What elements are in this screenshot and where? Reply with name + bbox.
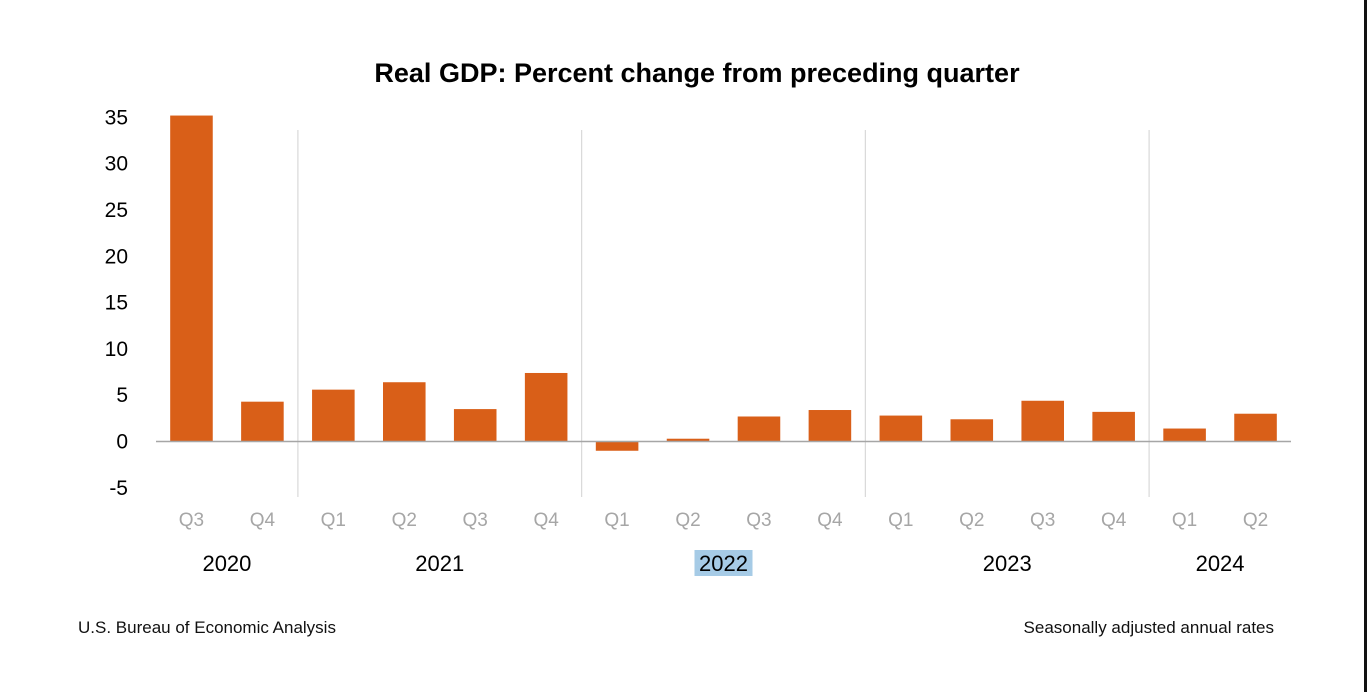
bar-2023-q4 [1092, 411, 1135, 442]
text-selection-highlight [694, 550, 753, 576]
chart-title: Real GDP: Percent change from preceding … [374, 58, 1020, 88]
quarter-label: Q2 [1243, 510, 1268, 531]
window-edge-border [1364, 0, 1367, 692]
y-tick-label: 35 [105, 106, 128, 129]
quarter-label: Q3 [1030, 510, 1055, 531]
year-label: 2021 [415, 551, 464, 576]
y-tick-label: 20 [105, 245, 128, 268]
bar-2020-q3 [170, 115, 213, 442]
quarter-label: Q3 [463, 510, 488, 531]
y-axis-ticks: 35 30 25 20 15 10 5 0 -5 [105, 106, 128, 499]
quarter-label: Q4 [250, 510, 276, 531]
y-tick-label: 30 [105, 153, 128, 176]
bar-2022-q4 [808, 410, 852, 442]
bar-2020-q4 [241, 401, 284, 442]
quarter-label: Q2 [959, 510, 984, 531]
year-labels: 2020 2021 2022 2023 2024 [202, 550, 1245, 576]
year-label: 2024 [1196, 551, 1245, 576]
year-label: 2022 [699, 551, 748, 576]
quarter-label: Q3 [179, 510, 204, 531]
year-separators [297, 130, 1150, 497]
year-label: 2020 [202, 551, 251, 576]
quarter-label: Q4 [1101, 510, 1127, 531]
bar-2021-q3 [453, 409, 497, 442]
bar-2021-q2 [383, 382, 426, 442]
bar-2022-q3 [737, 416, 781, 442]
y-tick-label: 0 [116, 431, 128, 454]
bars [170, 115, 1277, 451]
quarter-label: Q2 [675, 510, 700, 531]
quarter-label: Q3 [746, 510, 771, 531]
quarter-label: Q1 [888, 510, 913, 531]
bar-2023-q1 [879, 415, 923, 442]
bar-2023-q3 [1021, 400, 1064, 442]
quarter-label: Q2 [392, 510, 417, 531]
y-tick-label: 5 [116, 384, 128, 407]
bar-2021-q4 [524, 372, 568, 442]
bar-2023-q2 [950, 419, 994, 442]
source-note: U.S. Bureau of Economic Analysis [78, 618, 336, 637]
quarter-label: Q1 [1172, 510, 1197, 531]
y-tick-label: 25 [105, 199, 128, 222]
y-tick-label: -5 [109, 477, 128, 500]
quarter-label: Q1 [604, 510, 629, 531]
quarter-label: Q1 [321, 510, 346, 531]
quarter-label: Q4 [533, 510, 559, 531]
quarter-labels: Q3 Q4 Q1 Q2 Q3 Q4 Q1 Q2 Q3 Q4 Q1 Q2 Q3 Q4 Q1 Q2 [179, 510, 1268, 531]
y-tick-label: 15 [105, 292, 128, 315]
year-label: 2023 [983, 551, 1032, 576]
rate-note: Seasonally adjusted annual rates [1024, 618, 1274, 637]
bar-2022-q1 [595, 441, 639, 451]
bar-2024-q2 [1234, 413, 1277, 442]
bar-2021-q1 [312, 389, 355, 442]
quarter-label: Q4 [817, 510, 843, 531]
y-tick-label: 10 [105, 338, 128, 361]
bar-2022-q2 [666, 438, 710, 442]
bar-2024-q1 [1163, 428, 1206, 442]
